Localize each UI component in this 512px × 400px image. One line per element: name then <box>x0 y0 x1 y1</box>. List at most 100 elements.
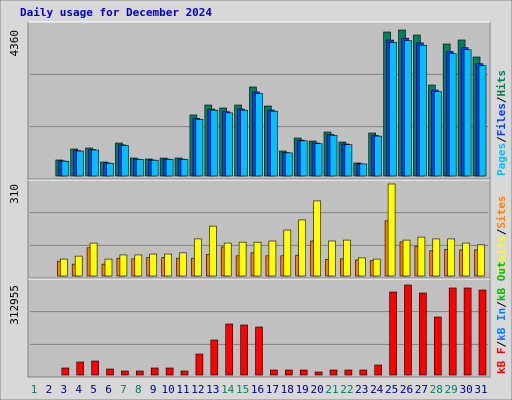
bar <box>359 163 368 177</box>
bar <box>91 149 99 177</box>
bar <box>134 254 143 277</box>
x-tick-label: 10 <box>161 383 174 396</box>
bar <box>270 110 278 177</box>
x-tick-label: 21 <box>325 383 338 396</box>
bar <box>344 144 353 177</box>
bar <box>180 159 189 177</box>
bar <box>404 284 412 376</box>
bar <box>194 238 202 277</box>
bar <box>150 367 159 376</box>
bar <box>106 368 114 376</box>
bar <box>240 109 248 177</box>
bar <box>59 258 68 277</box>
legend-separator: / <box>495 341 508 348</box>
bar <box>329 369 338 376</box>
bar <box>223 242 232 277</box>
bar <box>357 257 366 277</box>
bar <box>478 65 487 177</box>
bar <box>328 240 336 277</box>
bar <box>136 159 144 177</box>
x-tick-label: 11 <box>176 383 189 396</box>
legend-entry: Hits <box>495 70 508 97</box>
bar <box>462 242 470 277</box>
bar <box>180 370 189 376</box>
bar <box>417 236 426 277</box>
x-tick-label: 14 <box>221 383 235 396</box>
x-tick-label: 27 <box>415 383 428 396</box>
x-tick-label: 9 <box>150 383 157 396</box>
bar <box>389 291 397 376</box>
x-tick-label: 19 <box>296 383 309 396</box>
bar <box>344 369 353 376</box>
bar <box>104 258 113 277</box>
x-tick-label: 20 <box>310 383 323 396</box>
bar <box>329 135 338 177</box>
x-tick-label: 1 <box>31 383 38 396</box>
x-tick-label: 2 <box>46 383 53 396</box>
bar <box>283 229 292 277</box>
legend-entry: Visits <box>495 235 508 275</box>
bar <box>299 140 308 177</box>
bar <box>419 44 427 177</box>
x-tick-label: 6 <box>105 383 112 396</box>
x-tick-label: 7 <box>120 383 127 396</box>
bar <box>298 219 307 277</box>
bar <box>299 369 308 376</box>
bar <box>255 326 263 376</box>
bar <box>477 244 485 277</box>
x-tick-label: 4 <box>75 383 82 396</box>
bar <box>164 253 172 277</box>
bar <box>374 135 383 177</box>
bar <box>240 324 248 376</box>
bar <box>314 143 323 177</box>
bar <box>121 370 129 376</box>
x-tick-label: 30 <box>459 383 472 396</box>
bar <box>119 254 128 277</box>
bar <box>448 53 457 177</box>
legend-separator: / <box>495 228 508 235</box>
bar <box>195 353 204 376</box>
legend-separator: / <box>495 301 508 308</box>
bar <box>210 339 219 376</box>
bar <box>136 370 144 376</box>
bar <box>76 150 84 177</box>
legend-separator: / <box>495 136 508 143</box>
bar <box>374 364 383 376</box>
x-tick-label: 31 <box>474 383 487 396</box>
legend-entry: kB In <box>495 308 508 341</box>
bar <box>253 241 262 277</box>
bar <box>284 369 293 376</box>
bar <box>268 240 277 277</box>
legend: kB F/kB In/kB Out <box>495 261 508 374</box>
bar <box>89 242 98 277</box>
bar <box>433 316 442 376</box>
legend-entry: kB Out <box>495 261 508 301</box>
bar <box>284 152 293 177</box>
x-tick-label: 5 <box>90 383 97 396</box>
bar <box>372 258 381 277</box>
y-tick-label: 4360 <box>8 30 21 57</box>
bar <box>463 49 472 177</box>
y-tick-label: 310 <box>8 184 21 204</box>
bar <box>314 371 323 376</box>
x-tick-label: 13 <box>206 383 219 396</box>
bar <box>121 145 129 177</box>
bar <box>165 159 174 177</box>
bar <box>404 40 412 177</box>
x-tick-label: 8 <box>135 383 142 396</box>
legend-entry: Pages <box>495 143 508 176</box>
bar <box>210 109 219 177</box>
bar <box>225 323 233 376</box>
bar <box>179 252 187 277</box>
bar <box>76 361 84 376</box>
bar <box>165 367 174 376</box>
bar <box>387 183 396 277</box>
x-tick-label: 3 <box>60 383 67 396</box>
legend-entry: Sites <box>495 196 508 229</box>
bar <box>343 239 351 277</box>
x-tick-label: 29 <box>445 383 458 396</box>
bar <box>419 292 427 376</box>
bar <box>61 367 70 376</box>
bar <box>402 239 411 277</box>
